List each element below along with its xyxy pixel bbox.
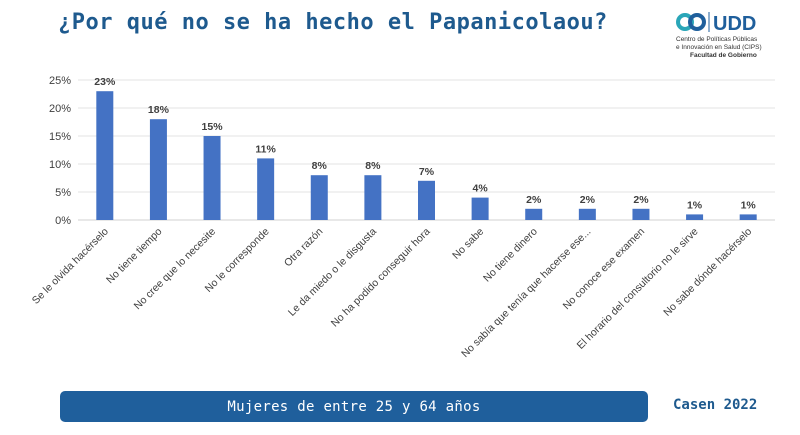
bar bbox=[578, 208, 596, 220]
bar bbox=[203, 136, 221, 220]
bar bbox=[310, 175, 328, 220]
udd-logo-icon: UDD bbox=[676, 12, 756, 35]
category-label: No ha podido conseguir hora bbox=[329, 226, 433, 330]
logo-line-2: e Innovación en Salud (CIPS) bbox=[676, 44, 762, 51]
bar-value-label: 8% bbox=[312, 160, 328, 172]
category-label: Le da miedo o le disgusta bbox=[286, 226, 379, 319]
bar bbox=[418, 180, 435, 220]
y-tick-label: 20% bbox=[49, 103, 71, 115]
bar-value-label: 7% bbox=[419, 166, 435, 178]
bar-chart: 0% 5% 10% 15% 20% 25% 23% Se le olvida hacérsel… bbox=[30, 75, 775, 360]
bar-value-label: 15% bbox=[202, 121, 224, 133]
bar-value-label: 23% bbox=[94, 76, 116, 88]
bar bbox=[739, 214, 757, 220]
subtitle-text: Mujeres de entre 25 y 64 años bbox=[227, 398, 481, 415]
bar-value-label: 18% bbox=[148, 104, 170, 116]
bar-value-label: 1% bbox=[741, 199, 757, 211]
bar bbox=[525, 208, 543, 220]
y-tick-label: 25% bbox=[49, 75, 71, 87]
bar bbox=[632, 208, 650, 220]
udd-cips-logo: UDD Centro de Políticas Públicas e Innov… bbox=[676, 8, 796, 63]
bar bbox=[686, 214, 704, 220]
logo-line-3: Facultad de Gobierno bbox=[690, 52, 757, 59]
page-title: ¿Por qué no se ha hecho el Papanicolaou? bbox=[58, 10, 608, 35]
category-label: No sabe bbox=[450, 226, 486, 262]
logo-brand: UDD bbox=[713, 13, 756, 35]
category-label: No tiene tiempo bbox=[104, 226, 165, 287]
bar-value-label: 8% bbox=[365, 160, 381, 172]
source-label: Casen 2022 bbox=[673, 397, 758, 413]
bar-value-label: 2% bbox=[526, 194, 542, 206]
bar-value-label: 2% bbox=[580, 194, 596, 206]
bar bbox=[96, 91, 114, 220]
category-label: No sabe dónde hacérselo bbox=[661, 226, 754, 319]
y-tick-label: 0% bbox=[55, 215, 71, 227]
bar-value-label: 11% bbox=[255, 143, 276, 155]
subtitle-banner: Mujeres de entre 25 y 64 años bbox=[60, 391, 648, 422]
logo-line-1: Centro de Políticas Públicas bbox=[676, 36, 758, 43]
y-tick-label: 15% bbox=[49, 131, 71, 143]
bar-value-label: 1% bbox=[687, 199, 703, 211]
bar bbox=[471, 197, 489, 220]
category-label: Otra razón bbox=[282, 226, 326, 270]
bar bbox=[257, 158, 275, 220]
bar bbox=[149, 119, 167, 220]
category-label: Se le olvida hacérselo bbox=[30, 226, 111, 307]
bar bbox=[364, 175, 382, 220]
bar-value-label: 4% bbox=[473, 183, 489, 195]
y-tick-label: 5% bbox=[55, 187, 71, 199]
y-tick-label: 10% bbox=[49, 159, 71, 171]
category-label: No tiene dinero bbox=[481, 226, 540, 285]
bar-value-label: 2% bbox=[633, 194, 649, 206]
